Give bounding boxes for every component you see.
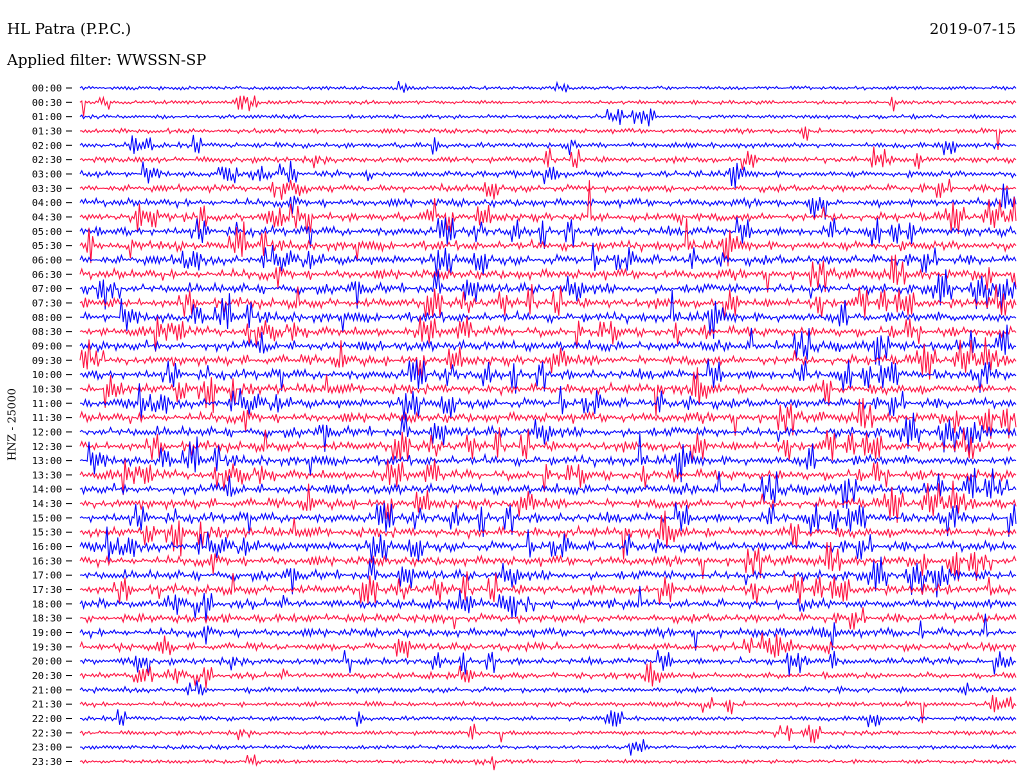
seismic-trace [79, 95, 1017, 117]
trace-time-label: 05:00 [32, 227, 62, 238]
trace-time-label: 10:00 [32, 370, 62, 381]
station-title: HL Patra (P.P.C.) [7, 20, 132, 38]
trace-time-label: 18:30 [32, 614, 62, 625]
seismic-trace [79, 526, 1017, 562]
seismic-trace [79, 216, 1017, 249]
seismic-trace [79, 585, 1017, 623]
seismic-trace [79, 80, 1017, 93]
trace-time-label: 23:00 [32, 743, 62, 754]
trace-time-label: 07:30 [32, 298, 62, 309]
seismic-trace [79, 324, 1017, 366]
seismic-trace [79, 739, 1017, 756]
trace-time-label: 15:30 [32, 528, 62, 539]
trace-time-label: 23:30 [32, 757, 62, 768]
seismic-trace [79, 459, 1017, 495]
trace-time-label: 22:00 [32, 714, 62, 725]
seismic-trace [79, 427, 1017, 462]
trace-time-label: 21:00 [32, 685, 62, 696]
trace-time-label: 14:30 [32, 499, 62, 510]
trace-time-label: 19:30 [32, 642, 62, 653]
trace-time-label: 05:30 [32, 241, 62, 252]
trace-time-label: 20:30 [32, 671, 62, 682]
seismic-trace [79, 180, 1017, 234]
seismic-trace [79, 146, 1017, 170]
trace-time-label: 20:00 [32, 657, 62, 668]
trace-time-label: 12:00 [32, 427, 62, 438]
seismic-trace [79, 632, 1017, 658]
seismic-trace [79, 709, 1017, 728]
trace-time-label: 21:30 [32, 700, 62, 711]
trace-time-label: 11:00 [32, 399, 62, 410]
trace-time-label: 13:30 [32, 470, 62, 481]
trace-time-label: 13:00 [32, 456, 62, 467]
seismic-trace [79, 613, 1017, 651]
seismic-trace [79, 316, 1017, 352]
seismic-trace [79, 367, 1017, 417]
seismic-trace [79, 160, 1017, 189]
trace-time-label: 22:30 [32, 728, 62, 739]
trace-time-label: 00:00 [32, 84, 62, 95]
trace-time-label: 16:30 [32, 556, 62, 567]
trace-time-label: 03:00 [32, 169, 62, 180]
trace-time-label: 08:00 [32, 313, 62, 324]
seismic-trace [79, 359, 1017, 394]
filter-label: Applied filter: WWSSN-SP [7, 51, 207, 69]
seismic-trace [79, 242, 1017, 276]
trace-time-label: 17:00 [32, 571, 62, 582]
trace-time-label: 19:00 [32, 628, 62, 639]
trace-time-label: 04:30 [32, 212, 62, 223]
trace-time-label: 06:00 [32, 255, 62, 266]
seismic-trace [79, 337, 1017, 380]
seismic-trace [79, 283, 1017, 319]
trace-time-label: 12:30 [32, 442, 62, 453]
trace-time-label: 09:00 [32, 341, 62, 352]
trace-time-label: 18:00 [32, 599, 62, 610]
seismic-trace [79, 694, 1017, 724]
seismic-trace [79, 433, 1017, 483]
trace-time-label: 15:00 [32, 513, 62, 524]
seismic-trace [79, 254, 1017, 293]
trace-time-label: 14:00 [32, 485, 62, 496]
trace-time-label: 10:30 [32, 384, 62, 395]
seismic-trace [79, 397, 1017, 439]
trace-time-label: 09:30 [32, 356, 62, 367]
trace-time-label: 08:30 [32, 327, 62, 338]
seismic-trace [79, 661, 1017, 689]
seismic-trace [79, 502, 1017, 537]
seismic-trace [79, 510, 1017, 560]
seismic-trace [79, 178, 1017, 200]
seismic-trace [79, 289, 1017, 339]
record-date: 2019-07-15 [929, 20, 1016, 38]
trace-time-label: 16:00 [32, 542, 62, 553]
seismic-trace [79, 412, 1017, 455]
trace-time-label: 02:30 [32, 155, 62, 166]
trace-time-label: 07:00 [32, 284, 62, 295]
trace-time-label: 02:00 [32, 141, 62, 152]
trace-time-label: 01:00 [32, 112, 62, 123]
seismic-trace [79, 183, 1017, 220]
seismic-trace [79, 218, 1017, 267]
seismic-trace [79, 467, 1017, 509]
seismic-trace [79, 607, 1017, 630]
seismic-trace [79, 126, 1017, 151]
trace-time-label: 06:30 [32, 270, 62, 281]
seismic-trace [79, 134, 1017, 156]
seismic-trace [79, 541, 1017, 582]
trace-time-label: 11:30 [32, 413, 62, 424]
seismic-trace [79, 480, 1017, 523]
seismic-trace [79, 754, 1017, 771]
trace-time-label: 03:30 [32, 184, 62, 195]
seismic-trace [79, 680, 1017, 696]
seismic-trace [79, 108, 1017, 127]
seismic-trace [79, 649, 1017, 677]
seismic-trace [79, 571, 1017, 605]
seismic-trace [79, 556, 1017, 598]
trace-time-label: 17:30 [32, 585, 62, 596]
trace-time-label: 00:30 [32, 98, 62, 109]
seismic-trace [79, 723, 1017, 744]
trace-time-label: 04:00 [32, 198, 62, 209]
trace-time-label: 01:30 [32, 126, 62, 137]
